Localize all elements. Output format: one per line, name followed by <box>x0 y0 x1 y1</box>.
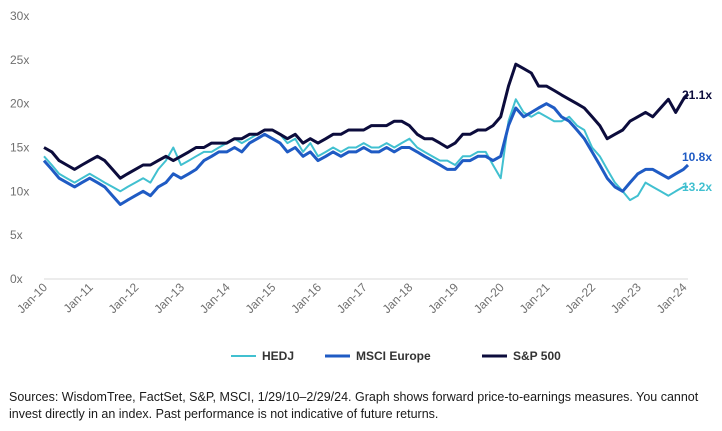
y-tick-label: 15x <box>10 141 29 155</box>
x-tick-label: Jan-15 <box>243 280 279 316</box>
y-tick-label: 0x <box>10 272 23 286</box>
x-tick-label: Jan-11 <box>61 280 96 315</box>
end-label-hedj: 13.2x <box>682 180 712 194</box>
series-line-s-p-500 <box>43 62 690 180</box>
end-label-msci-europe: 10.8x <box>682 150 712 164</box>
x-tick-label: Jan-21 <box>517 280 553 316</box>
legend: HEDJ MSCI Europe S&P 500 <box>231 349 561 363</box>
x-tick-label: Jan-20 <box>471 280 507 316</box>
y-tick-label: 10x <box>10 184 29 198</box>
x-tick-label: Jan-22 <box>562 280 598 316</box>
series-lines <box>42 62 690 206</box>
x-tick-label: Jan-24 <box>654 280 690 316</box>
x-tick-label: Jan-13 <box>151 280 187 316</box>
x-tick-label: Jan-12 <box>106 280 142 316</box>
x-tick-label: Jan-19 <box>425 280 461 316</box>
series-line-hedj <box>43 98 688 202</box>
x-tick-label: Jan-14 <box>197 280 233 316</box>
end-labels: 13.2x 10.8x 21.1x <box>682 88 712 194</box>
y-tick-label: 20x <box>10 97 29 111</box>
source-note: Sources: WisdomTree, FactSet, S&P, MSCI,… <box>9 390 699 421</box>
x-tick-label: Jan-18 <box>380 280 416 316</box>
y-tick-label: 5x <box>10 228 23 242</box>
legend-label: HEDJ <box>262 349 294 363</box>
x-tick-label: Jan-17 <box>334 280 370 316</box>
y-tick-label: 30x <box>10 9 29 23</box>
x-axis: Jan-10 Jan-11 Jan-12 Jan-13 Jan-14 Jan-15 Jan-… <box>14 280 690 316</box>
series-line-msci-europe <box>42 102 690 206</box>
legend-label: S&P 500 <box>513 349 561 363</box>
x-tick-label: Jan-16 <box>288 280 324 316</box>
y-tick-label: 25x <box>10 53 29 67</box>
end-label-s-p-500: 21.1x <box>682 88 712 102</box>
y-axis: 0x 5x 10x 15x 20x 25x 30x <box>10 9 29 286</box>
x-tick-label: Jan-23 <box>608 280 644 316</box>
legend-label: MSCI Europe <box>356 349 431 363</box>
